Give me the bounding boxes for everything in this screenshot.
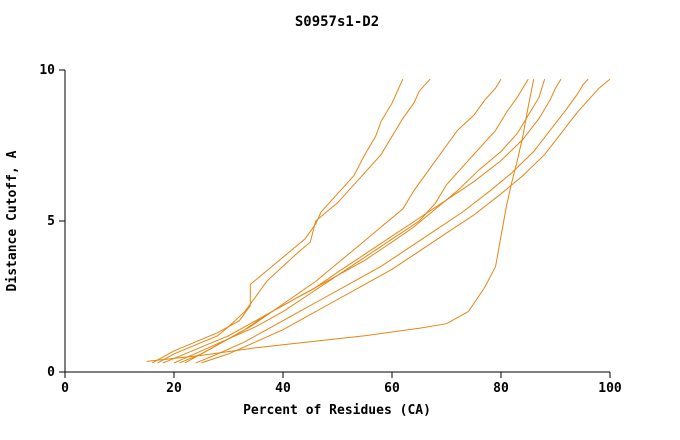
model-curve — [201, 78, 611, 364]
model-curve — [162, 78, 502, 364]
x-tick-label: 20 — [166, 381, 182, 396]
y-tick-label: 0 — [47, 365, 55, 380]
y-tick-label: 10 — [39, 63, 55, 78]
tick-marks — [59, 69, 611, 378]
model-curve — [146, 79, 535, 362]
model-curve — [179, 78, 546, 364]
chart-title: S0957s1-D2 — [295, 14, 379, 30]
model-curve — [157, 78, 431, 364]
x-tick-label: 100 — [598, 381, 622, 396]
model-curve — [173, 78, 529, 364]
x-axis-label: Percent of Residues (CA) — [243, 403, 431, 418]
x-tick-label: 0 — [61, 381, 69, 396]
y-tick-label: 5 — [47, 214, 55, 229]
model-curve — [195, 78, 589, 364]
series-lines — [146, 78, 611, 364]
x-tick-label: 80 — [493, 381, 509, 396]
model-curve — [184, 78, 562, 364]
x-tick-label: 40 — [275, 381, 291, 396]
y-axis-label: Distance Cutoff, A — [5, 150, 20, 291]
tick-labels: 0 20 40 60 80 100 0 5 10 — [39, 63, 622, 396]
x-tick-label: 60 — [384, 381, 400, 396]
model-curve — [151, 78, 404, 364]
